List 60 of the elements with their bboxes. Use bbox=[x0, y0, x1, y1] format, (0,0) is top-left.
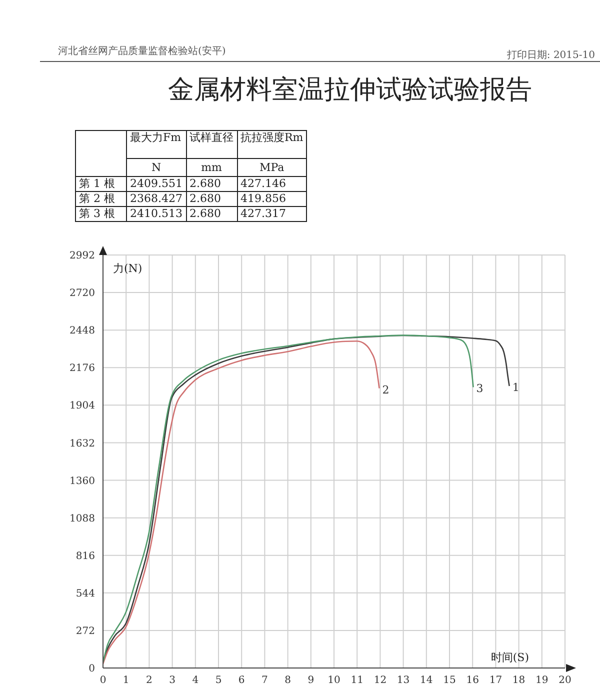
x-tick-label: 6 bbox=[238, 675, 245, 686]
x-tick-label: 1 bbox=[122, 675, 130, 686]
chart-title: 金属材料室温拉伸试验试验报告 bbox=[168, 75, 532, 105]
text: 2.680 bbox=[190, 177, 221, 190]
text: 第 3 根 bbox=[79, 207, 115, 220]
y-tick-label: 2992 bbox=[70, 250, 95, 262]
x-tick-label: 19 bbox=[536, 675, 548, 686]
y-tick-label: 1360 bbox=[70, 476, 95, 487]
x-tick-label: 15 bbox=[443, 675, 456, 686]
y-tick-label: 2448 bbox=[70, 326, 95, 337]
y-tick-label: 1632 bbox=[70, 438, 95, 450]
x-tick-label: 7 bbox=[262, 675, 268, 686]
text: mm bbox=[201, 160, 222, 174]
x-tick-label: 2 bbox=[146, 675, 152, 686]
x-tick-label: 0 bbox=[100, 675, 106, 686]
text: MPa bbox=[259, 160, 284, 174]
x-tick-label: 8 bbox=[284, 675, 291, 686]
x-tick-label: 17 bbox=[489, 675, 502, 686]
y-tick-label: 1904 bbox=[70, 400, 95, 412]
text: 2409.551 bbox=[130, 177, 182, 190]
x-axis-title: 时间(S) bbox=[490, 651, 529, 664]
x-tick-label: 11 bbox=[350, 675, 364, 686]
y-tick-label: 2176 bbox=[70, 363, 95, 374]
x-tick-label: 4 bbox=[192, 675, 199, 686]
x-tick-label: 9 bbox=[308, 675, 314, 686]
y-tick-label: 544 bbox=[76, 588, 95, 600]
text: 抗拉强度Rm bbox=[240, 131, 304, 144]
series-label: 2 bbox=[382, 383, 390, 396]
y-tick-label: 816 bbox=[76, 550, 95, 562]
series-label: 3 bbox=[476, 382, 484, 396]
y-tick-label: 272 bbox=[76, 626, 95, 638]
text: 试样直径 bbox=[190, 131, 234, 144]
x-tick-label: 20 bbox=[558, 675, 572, 686]
x-tick-label: 13 bbox=[396, 675, 410, 686]
x-tick-label: 12 bbox=[374, 675, 387, 686]
text: N bbox=[151, 160, 162, 174]
x-tick-label: 14 bbox=[420, 675, 433, 686]
text: 427.146 bbox=[240, 177, 286, 190]
text: 2410.513 bbox=[130, 207, 182, 220]
x-tick-label: 5 bbox=[215, 675, 222, 686]
text: 打印日期: 2015-10 bbox=[506, 50, 595, 61]
text: 最大力Fm bbox=[130, 131, 182, 144]
y-tick-label: 0 bbox=[88, 664, 95, 675]
line-series bbox=[103, 340, 380, 665]
x-tick-label: 10 bbox=[328, 675, 340, 686]
x-tick-label: 18 bbox=[512, 675, 526, 686]
text: 第 1 根 bbox=[79, 177, 115, 190]
text: 河北省丝网产品质量监督检验站(安平) bbox=[58, 46, 226, 57]
series-label: 1 bbox=[512, 380, 520, 394]
text: 2.680 bbox=[190, 192, 221, 205]
y-tick-label: 1088 bbox=[70, 513, 95, 524]
text: 2368.427 bbox=[130, 192, 182, 205]
x-tick-label: 3 bbox=[169, 675, 176, 686]
text: 419.856 bbox=[240, 192, 286, 205]
text: 第 2 根 bbox=[79, 192, 115, 205]
text: 2.680 bbox=[190, 207, 221, 220]
y-axis-title: 力(N) bbox=[113, 262, 142, 275]
y-tick-label: 2720 bbox=[70, 288, 95, 300]
text: 427.317 bbox=[240, 207, 286, 220]
x-tick-label: 16 bbox=[466, 675, 479, 686]
